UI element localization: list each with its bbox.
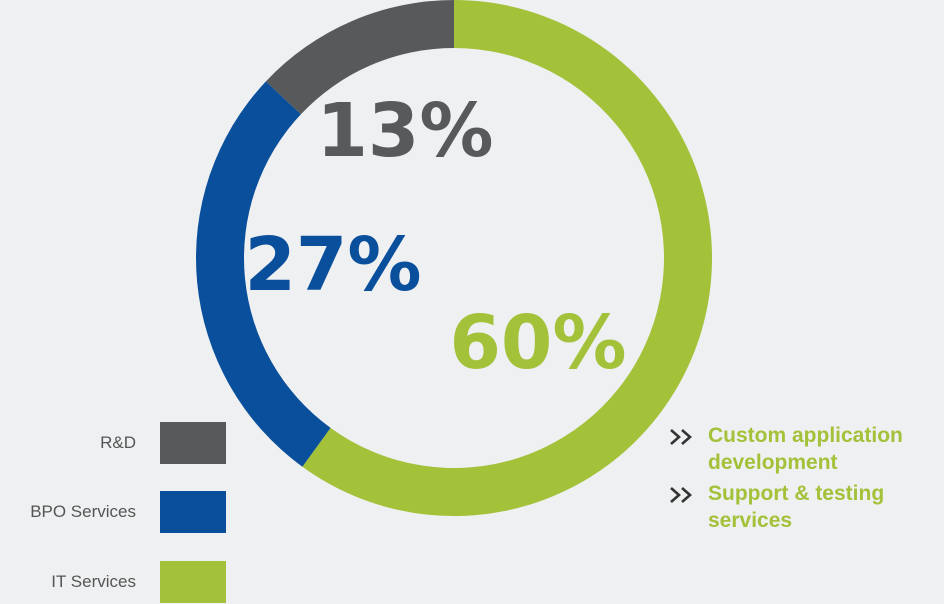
legend-item-bpo-services: BPO Services [0, 491, 226, 533]
donut-slice-bpo-services [196, 81, 331, 467]
double-chevron-right-icon [670, 429, 692, 445]
note-item: Custom application development [664, 422, 944, 476]
double-chevron-right-icon [670, 487, 692, 503]
donut-slice-r-d [265, 0, 454, 115]
it-services-notes: Custom application development Support &… [664, 422, 944, 538]
note-item: Support & testing services [664, 480, 944, 534]
legend-swatch [160, 561, 226, 603]
note-text: Custom application development [708, 424, 903, 474]
donut-slice-it-services [302, 0, 712, 516]
legend-label: BPO Services [30, 502, 136, 521]
legend-item-it-services: IT Services [0, 561, 226, 603]
legend-swatch [160, 491, 226, 533]
legend-label: IT Services [51, 572, 136, 591]
legend-item-rnd: R&D [0, 422, 226, 464]
note-text: Support & testing services [708, 482, 885, 532]
slice-percent-label: 27% [244, 222, 421, 308]
legend-swatch [160, 422, 226, 464]
slice-percent-label: 13% [316, 88, 493, 174]
slice-percent-label: 60% [449, 300, 626, 386]
legend-label: R&D [100, 433, 136, 452]
